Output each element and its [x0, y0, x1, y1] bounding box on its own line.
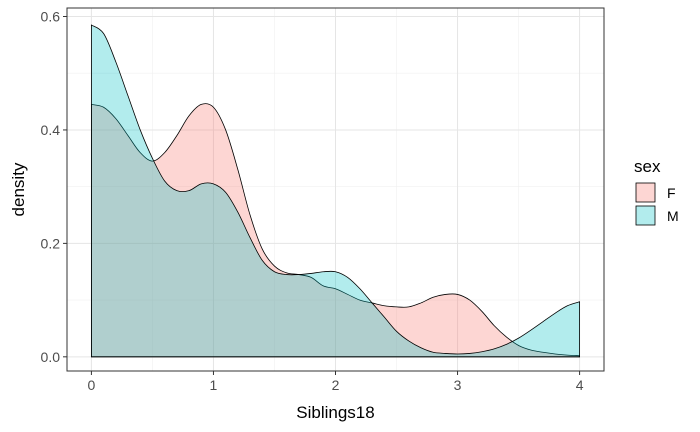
x-axis: 0 1 2 3 4	[88, 371, 584, 393]
legend-key-F	[635, 182, 656, 203]
x-tick-label: 1	[210, 377, 218, 393]
x-axis-title: Siblings18	[296, 403, 374, 422]
y-tick-label: 0.2	[41, 235, 61, 251]
density-areas	[91, 24, 580, 358]
density-area-F	[91, 103, 580, 358]
x-tick-label: 4	[576, 377, 584, 393]
x-tick-label: 2	[332, 377, 340, 393]
y-axis: 0.0 0.2 0.4 0.6	[41, 9, 67, 365]
legend-key-M	[635, 205, 656, 226]
density-area-M	[91, 24, 580, 358]
legend-label-M: M	[667, 208, 679, 224]
legend-label-F: F	[667, 185, 676, 201]
legend-key-bg-M	[635, 205, 656, 226]
y-axis-title: density	[9, 162, 28, 216]
x-tick-label: 0	[88, 377, 96, 393]
y-tick-label: 0.6	[41, 9, 61, 25]
y-tick-label: 0.4	[41, 122, 61, 138]
x-tick-label: 3	[454, 377, 462, 393]
legend-title: sex	[634, 157, 661, 176]
legend-key-bg-F	[635, 182, 656, 203]
y-tick-label: 0.0	[41, 349, 61, 365]
legend: sex FM	[634, 157, 679, 226]
